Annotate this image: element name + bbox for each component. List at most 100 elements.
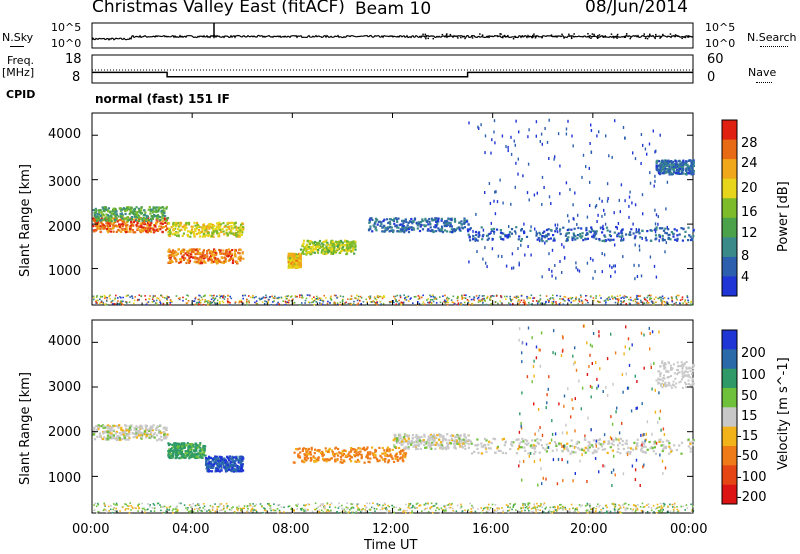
power-echo-cell xyxy=(545,240,548,243)
power-ground-cell xyxy=(159,301,161,303)
power-ground-cell xyxy=(285,302,288,305)
power-ground-cell xyxy=(347,298,349,300)
power-ground-cell xyxy=(541,302,543,305)
velocity-echo-cell xyxy=(333,452,336,456)
velocity-echo-cell xyxy=(125,438,128,441)
velocity-echo-cell xyxy=(241,463,244,466)
power-echo-cell xyxy=(99,214,102,217)
velocity-echo-cell xyxy=(226,467,229,470)
power-ground-cell xyxy=(197,301,199,304)
power-echo-cell xyxy=(684,172,687,176)
power-echo-cell xyxy=(628,233,631,236)
velocity-echo-cell xyxy=(399,452,402,456)
velocity-echo-cell xyxy=(362,447,365,450)
power-echo-cell xyxy=(208,226,211,229)
velocity-echo-cell xyxy=(226,462,229,465)
power-echo-cell xyxy=(217,232,220,235)
power-echo-cell xyxy=(686,163,689,166)
power-ground-cell xyxy=(213,299,215,302)
power-echo-cell xyxy=(661,160,664,164)
velocity-echo-cell xyxy=(416,437,420,440)
velocity-echo-cell xyxy=(333,455,336,458)
power-speckle-cell xyxy=(551,274,553,278)
power-ground-cell xyxy=(126,302,128,304)
power-echo-cell xyxy=(135,219,138,222)
power-echo-cell xyxy=(390,229,393,232)
velocity-echo-cell xyxy=(210,460,213,464)
power-echo-cell xyxy=(220,230,223,234)
velocity-echo-cell xyxy=(431,437,434,440)
power-echo-cell xyxy=(239,256,242,259)
power-echo-cell xyxy=(692,172,695,175)
power-ground-cell xyxy=(166,298,168,300)
velocity-echo-cell xyxy=(224,467,227,471)
velocity-echo-cell xyxy=(175,454,178,457)
power-ground-cell xyxy=(660,300,663,302)
power-echo-cell xyxy=(553,237,556,240)
power-speckle-cell xyxy=(517,247,519,250)
power-echo-cell xyxy=(237,256,240,259)
velocity-echo-cell xyxy=(386,450,389,453)
noise-search-point xyxy=(604,35,606,37)
velocity-echo-cell xyxy=(127,428,130,431)
power-speckle-cell xyxy=(551,248,554,252)
power-echo-cell xyxy=(94,217,97,220)
power-ground-cell xyxy=(268,296,271,298)
noise-search-point xyxy=(646,37,649,40)
velocity-echo-cell xyxy=(107,427,110,430)
power-echo-cell xyxy=(309,247,312,250)
power-echo-cell xyxy=(416,224,419,227)
power-echo-cell xyxy=(172,255,176,258)
power-speckle-cell xyxy=(484,246,486,250)
velocity-echo-cell xyxy=(191,454,194,457)
power-echo-cell xyxy=(104,207,107,211)
power-ground-cell xyxy=(286,295,288,298)
velocity-echo-cell xyxy=(348,458,352,461)
power-ground-cell xyxy=(567,297,570,300)
power-echo-cell xyxy=(109,217,112,220)
power-echo-cell xyxy=(138,211,141,214)
power-ground-cell xyxy=(676,294,678,297)
power-echo-cell xyxy=(481,235,484,238)
velocity-echo-cell xyxy=(410,440,414,443)
power-ground-cell xyxy=(620,297,622,299)
power-ground-cell xyxy=(251,296,254,299)
velocity-echo-cell xyxy=(174,447,177,450)
power-cbar-tick-20: 20 xyxy=(741,181,758,196)
velocity-echo-cell xyxy=(121,429,124,432)
power-echo-cell xyxy=(169,258,172,261)
power-ground-cell xyxy=(664,301,667,304)
power-ground-cell xyxy=(294,296,297,298)
power-echo-cell xyxy=(436,219,440,222)
power-ground-cell xyxy=(211,294,213,297)
noise-search-point xyxy=(503,34,506,37)
power-speckle-cell xyxy=(592,258,594,262)
power-echo-cell xyxy=(668,165,671,168)
power-ground-cell xyxy=(227,295,230,297)
power-speckle-cell xyxy=(665,207,667,211)
power-ground-cell xyxy=(187,300,190,302)
noise-search-point xyxy=(677,35,679,37)
power-echo-cell xyxy=(309,245,312,248)
velocity-echo-cell xyxy=(107,426,110,429)
power-ground-cell xyxy=(272,297,275,299)
power-echo-cell xyxy=(121,217,124,220)
power-echo-cell xyxy=(354,248,357,251)
power-echo-cell xyxy=(231,257,235,260)
velocity-echo-cell xyxy=(299,451,302,454)
velocity-echo-cell xyxy=(106,438,109,441)
velocity-echo-cell xyxy=(305,454,308,457)
power-ground-cell xyxy=(539,294,542,297)
power-ground-cell xyxy=(517,300,519,302)
power-echo-cell xyxy=(135,213,139,216)
power-speckle-cell xyxy=(586,215,589,219)
velocity-echo-cell xyxy=(534,450,537,453)
power-echo-cell xyxy=(338,242,341,245)
power-echo-cell xyxy=(209,257,212,260)
velocity-echo-cell xyxy=(384,454,387,457)
velocity-echo-cell xyxy=(231,465,234,468)
power-echo-cell xyxy=(105,222,108,225)
power-ground-cell xyxy=(418,297,421,300)
velocity-echo-cell xyxy=(205,459,208,462)
power-echo-cell xyxy=(239,259,242,262)
